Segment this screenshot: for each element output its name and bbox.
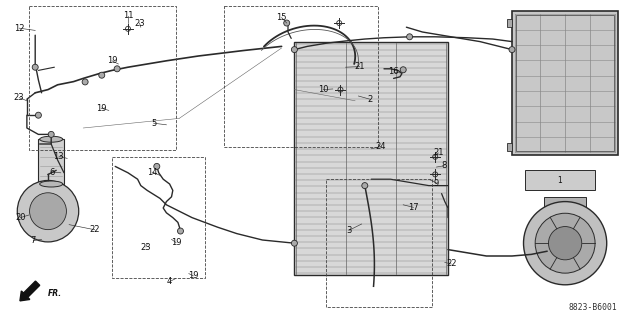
Circle shape	[362, 183, 368, 188]
Text: 24: 24	[376, 142, 386, 151]
Text: 1: 1	[557, 175, 563, 185]
Circle shape	[99, 72, 105, 78]
Bar	[29, 6, 176, 150]
Text: 4: 4	[167, 277, 172, 286]
Text: 22: 22	[90, 225, 100, 234]
Text: 22: 22	[446, 260, 456, 268]
Bar	[326, 179, 432, 307]
Text: 19: 19	[188, 271, 198, 280]
Bar	[507, 143, 512, 151]
Text: 2: 2	[367, 95, 372, 104]
Bar	[112, 157, 205, 278]
Ellipse shape	[40, 136, 63, 142]
Text: 19: 19	[96, 104, 106, 113]
Circle shape	[406, 34, 413, 40]
Text: 5: 5	[151, 119, 156, 128]
Text: 13: 13	[54, 152, 64, 161]
Text: 16: 16	[388, 68, 399, 76]
Text: 21: 21	[433, 148, 444, 157]
Circle shape	[82, 79, 88, 85]
Circle shape	[32, 64, 38, 70]
Text: 23: 23	[14, 93, 24, 102]
Circle shape	[154, 164, 160, 169]
Text: 7: 7	[31, 236, 36, 245]
Bar	[545, 197, 586, 222]
Bar	[294, 42, 448, 275]
Text: 23: 23	[134, 19, 145, 28]
Text: 23: 23	[141, 243, 151, 252]
Circle shape	[535, 213, 595, 273]
Text: 6: 6	[50, 168, 55, 177]
Circle shape	[35, 112, 42, 118]
Circle shape	[177, 228, 184, 234]
Text: 3: 3	[346, 226, 351, 235]
Text: 19: 19	[171, 238, 181, 247]
Circle shape	[284, 20, 290, 26]
Bar	[525, 170, 595, 190]
Bar	[516, 15, 614, 151]
Text: 20: 20	[15, 213, 26, 222]
Text: 11: 11	[123, 12, 133, 20]
Circle shape	[548, 227, 582, 260]
Circle shape	[17, 180, 79, 242]
Bar	[507, 19, 512, 27]
Text: 8823-B6001: 8823-B6001	[569, 303, 618, 312]
Circle shape	[509, 47, 515, 52]
Circle shape	[48, 132, 54, 137]
Bar	[38, 139, 64, 184]
Circle shape	[400, 67, 406, 73]
FancyArrow shape	[20, 281, 40, 301]
Text: 19: 19	[107, 56, 117, 65]
Text: 10: 10	[318, 85, 328, 94]
Text: 17: 17	[408, 203, 419, 212]
Circle shape	[291, 240, 298, 246]
Text: 12: 12	[14, 24, 24, 33]
Circle shape	[114, 66, 120, 72]
Text: FR.: FR.	[47, 289, 61, 298]
Text: 14: 14	[147, 168, 157, 177]
Text: 15: 15	[276, 13, 287, 22]
Circle shape	[291, 47, 298, 52]
Ellipse shape	[40, 181, 63, 187]
Text: 8: 8	[442, 161, 447, 170]
Circle shape	[29, 193, 67, 230]
Circle shape	[524, 202, 607, 285]
Bar	[512, 11, 618, 155]
Bar	[224, 6, 378, 147]
Text: 9: 9	[434, 179, 439, 188]
Text: 21: 21	[355, 62, 365, 71]
